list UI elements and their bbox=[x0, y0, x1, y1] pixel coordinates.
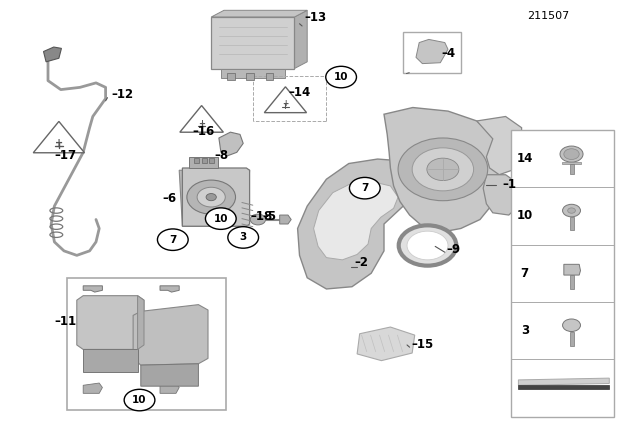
Polygon shape bbox=[133, 305, 208, 365]
Text: –13: –13 bbox=[304, 10, 326, 24]
Bar bbox=[221, 69, 285, 78]
Text: +: + bbox=[282, 99, 289, 108]
Bar bbox=[570, 275, 574, 289]
Polygon shape bbox=[477, 116, 522, 175]
Circle shape bbox=[568, 208, 575, 213]
Bar bbox=[570, 332, 574, 346]
Text: –16: –16 bbox=[192, 125, 214, 138]
Polygon shape bbox=[298, 159, 419, 289]
Polygon shape bbox=[83, 349, 138, 372]
Bar bbox=[570, 217, 574, 230]
Bar bbox=[227, 73, 235, 80]
Polygon shape bbox=[77, 296, 144, 349]
Polygon shape bbox=[314, 181, 398, 260]
Polygon shape bbox=[483, 175, 518, 215]
Polygon shape bbox=[83, 383, 102, 393]
Text: +: + bbox=[55, 138, 63, 148]
Bar bbox=[518, 385, 609, 389]
Text: –9: –9 bbox=[447, 243, 461, 257]
Text: –2: –2 bbox=[354, 255, 368, 269]
Circle shape bbox=[326, 66, 356, 88]
Text: –14: –14 bbox=[289, 86, 311, 99]
Bar bbox=[67, 278, 226, 410]
Circle shape bbox=[187, 180, 236, 214]
Text: 10: 10 bbox=[214, 214, 228, 224]
Text: –12: –12 bbox=[111, 87, 134, 101]
Text: 7: 7 bbox=[169, 235, 177, 245]
Text: –1: –1 bbox=[502, 178, 516, 191]
Polygon shape bbox=[280, 215, 291, 224]
Text: 10: 10 bbox=[516, 209, 533, 223]
Text: –8: –8 bbox=[214, 149, 228, 162]
Polygon shape bbox=[219, 132, 243, 156]
Circle shape bbox=[563, 204, 580, 217]
Polygon shape bbox=[357, 327, 415, 361]
Circle shape bbox=[399, 225, 456, 266]
Polygon shape bbox=[138, 296, 144, 349]
Text: +: + bbox=[198, 119, 205, 128]
Circle shape bbox=[157, 229, 188, 250]
Circle shape bbox=[124, 389, 155, 411]
Text: 10: 10 bbox=[132, 395, 147, 405]
Bar bbox=[266, 73, 273, 80]
Polygon shape bbox=[294, 10, 307, 69]
Polygon shape bbox=[264, 87, 307, 112]
Circle shape bbox=[412, 148, 474, 191]
Polygon shape bbox=[211, 10, 307, 17]
Polygon shape bbox=[189, 157, 218, 168]
Text: 7: 7 bbox=[521, 267, 529, 280]
Circle shape bbox=[197, 187, 225, 207]
Circle shape bbox=[427, 158, 459, 181]
Circle shape bbox=[228, 227, 259, 248]
Polygon shape bbox=[44, 47, 61, 62]
Text: –4: –4 bbox=[442, 47, 456, 60]
Text: –18: –18 bbox=[250, 210, 273, 223]
Circle shape bbox=[563, 319, 580, 332]
Polygon shape bbox=[141, 364, 198, 386]
Circle shape bbox=[398, 138, 488, 201]
Polygon shape bbox=[179, 170, 250, 226]
Bar bbox=[562, 162, 581, 164]
Text: 10: 10 bbox=[334, 72, 348, 82]
Bar bbox=[209, 158, 214, 163]
Text: –17: –17 bbox=[54, 149, 77, 162]
Circle shape bbox=[407, 231, 448, 260]
Polygon shape bbox=[180, 106, 223, 132]
Text: –15: –15 bbox=[411, 337, 433, 351]
Text: –6: –6 bbox=[163, 192, 177, 205]
Polygon shape bbox=[83, 286, 102, 292]
Text: –11: –11 bbox=[54, 314, 77, 328]
Circle shape bbox=[560, 146, 583, 162]
Bar bbox=[403, 32, 461, 73]
Ellipse shape bbox=[564, 149, 579, 159]
Text: –5: –5 bbox=[262, 210, 276, 223]
Polygon shape bbox=[416, 39, 448, 64]
Bar bbox=[511, 130, 614, 417]
Bar bbox=[570, 164, 574, 174]
Text: 14: 14 bbox=[516, 152, 533, 165]
Bar bbox=[202, 158, 207, 163]
Bar bbox=[246, 73, 254, 80]
Polygon shape bbox=[564, 264, 580, 275]
Circle shape bbox=[250, 214, 266, 225]
Circle shape bbox=[206, 194, 216, 201]
Polygon shape bbox=[160, 383, 179, 393]
Text: 7: 7 bbox=[361, 183, 369, 193]
Text: ⚡: ⚡ bbox=[427, 45, 437, 60]
Polygon shape bbox=[384, 108, 502, 232]
Polygon shape bbox=[33, 121, 84, 153]
Bar bbox=[211, 17, 294, 69]
Text: 211507: 211507 bbox=[527, 11, 569, 21]
Circle shape bbox=[205, 208, 236, 229]
Bar bbox=[194, 158, 199, 163]
Polygon shape bbox=[182, 168, 250, 226]
Polygon shape bbox=[160, 286, 179, 292]
Text: 3: 3 bbox=[239, 233, 247, 242]
Text: 3: 3 bbox=[521, 324, 529, 337]
Circle shape bbox=[349, 177, 380, 199]
Polygon shape bbox=[518, 378, 609, 385]
